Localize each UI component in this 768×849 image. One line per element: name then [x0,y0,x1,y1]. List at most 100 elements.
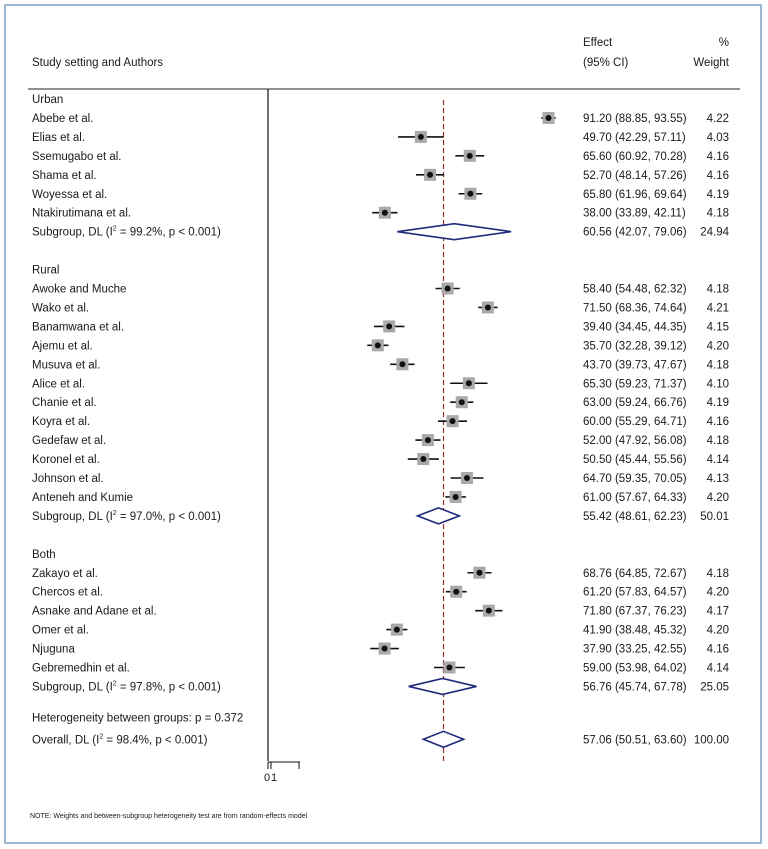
subgroup-effect-ci: 55.42 (48.61, 62.23) [583,511,687,523]
study-point [381,209,388,216]
study-point [427,171,434,178]
x-tick-1-label: 1 [271,772,277,784]
study-point [420,456,427,463]
study-point [374,342,381,349]
group-heading-rural: Rural [32,265,59,277]
study-effect-ci: 38.00 (33.89, 42.11) [583,208,686,220]
study-effect-ci: 60.00 (55.29, 64.71) [583,416,687,428]
study-label: Gedefaw et al. [32,435,106,447]
overall-diamond [421,730,466,749]
study-weight: 4.18 [707,359,729,371]
subgroup-label: Subgroup, DL (I2 = 99.2%, p < 0.001) [32,226,221,239]
study-label: Koyra et al. [32,416,90,428]
study-label: Njuguna [32,644,75,656]
study-effect-ci: 43.70 (39.73, 47.67) [583,359,687,371]
study-effect-ci: 68.76 (64.85, 72.67) [583,568,687,580]
study-point [465,380,472,387]
study-weight: 4.16 [707,644,729,656]
study-weight: 4.13 [707,473,729,485]
study-effect-ci: 50.50 (45.44, 55.56) [583,454,687,466]
heterogeneity-text: Heterogeneity between groups: p = 0.372 [32,712,243,724]
study-point [424,437,431,444]
study-point [381,645,388,652]
study-point [476,569,483,576]
subgroup-diamond [408,677,477,696]
study-point [449,418,456,425]
study-weight: 4.18 [707,435,729,447]
subgroup-weight: 50.01 [700,511,729,523]
study-weight: 4.18 [707,568,729,580]
study-weight: 4.15 [707,321,729,333]
study-weight: 4.16 [707,416,729,428]
study-point [545,114,552,121]
overall-effect-ci: 57.06 (50.51, 63.60) [583,734,687,746]
study-point [386,323,393,330]
study-label: Anteneh and Kumie [32,492,133,504]
study-point [399,361,406,368]
subgroup-diamond [397,222,512,241]
study-effect-ci: 58.40 (54.48, 62.32) [583,284,687,296]
study-point [444,285,451,292]
subgroup-label: Subgroup, DL (I2 = 97.8%, p < 0.001) [32,680,221,693]
header-effect-label: Effect [583,37,613,49]
study-weight: 4.18 [707,284,729,296]
study-label: Ssemugabo et al. [32,151,122,163]
study-effect-ci: 52.70 (48.14, 57.26) [583,170,687,182]
study-label: Ajemu et al. [32,340,93,352]
study-label: Chanie et al. [32,397,97,409]
study-weight: 4.10 [707,378,729,390]
study-label: Wako et al. [32,302,89,314]
study-point [452,493,459,500]
study-label: Musuva et al. [32,359,100,371]
figure-frame [4,4,762,844]
study-weight: 4.16 [707,151,729,163]
study-label: Johnson et al. [32,473,104,485]
header-ci-label: (95% CI) [583,57,629,69]
study-effect-ci: 61.00 (57.67, 64.33) [583,492,687,504]
study-label: Omer et al. [32,625,89,637]
footnote: NOTE: Weights and between-subgroup heter… [30,813,308,820]
study-effect-ci: 49.70 (42.29, 57.11) [583,132,686,144]
study-effect-ci: 71.50 (68.36, 74.64) [583,302,687,314]
study-effect-ci: 64.70 (59.35, 70.05) [583,473,687,485]
study-effect-ci: 59.00 (53.98, 64.02) [583,663,687,675]
study-effect-ci: 39.40 (34.45, 44.35) [583,321,687,333]
subgroup-effect-ci: 60.56 (42.07, 79.06) [583,227,687,239]
study-point [467,190,474,197]
study-label: Banamwana et al. [32,321,124,333]
header-study-label: Study setting and Authors [32,57,163,69]
header-percent-label: % [719,37,729,49]
overall-label: Overall, DL (I2 = 98.4%, p < 0.001) [32,733,208,746]
study-label: Ntakirutimana et al. [32,208,131,220]
study-point [466,152,473,159]
study-label: Zakayo et al. [32,568,98,580]
study-label: Chercos et al. [32,587,103,599]
study-effect-ci: 37.90 (33.25, 42.55) [583,644,687,656]
subgroup-label: Subgroup, DL (I2 = 97.0%, p < 0.001) [32,510,221,523]
study-label: Shama et al. [32,170,97,182]
subgroup-diamond [415,507,462,525]
study-label: Alice et al. [32,378,85,390]
group-heading-urban: Urban [32,94,63,106]
study-effect-ci: 35.70 (32.28, 39.12) [583,340,687,352]
study-weight: 4.19 [707,189,729,201]
study-point [453,588,460,595]
study-effect-ci: 65.60 (60.92, 70.28) [583,151,687,163]
subgroup-weight: 24.94 [700,227,729,239]
study-point [458,399,465,406]
study-weight: 4.20 [707,492,729,504]
study-weight: 4.19 [707,397,729,409]
study-point [393,626,400,633]
study-effect-ci: 52.00 (47.92, 56.08) [583,435,687,447]
study-weight: 4.20 [707,340,729,352]
subgroup-weight: 25.05 [700,681,729,693]
study-label: Asnake and Adane et al. [32,606,157,618]
x-tick-0-label: 0 [264,772,270,784]
study-effect-ci: 61.20 (57.83, 64.57) [583,587,687,599]
study-point [463,475,470,481]
study-label: Abebe et al. [32,113,93,125]
study-label: Koronel et al. [32,454,100,466]
study-label: Woyessa et al. [32,189,107,201]
study-effect-ci: 41.90 (38.48, 45.32) [583,625,687,637]
